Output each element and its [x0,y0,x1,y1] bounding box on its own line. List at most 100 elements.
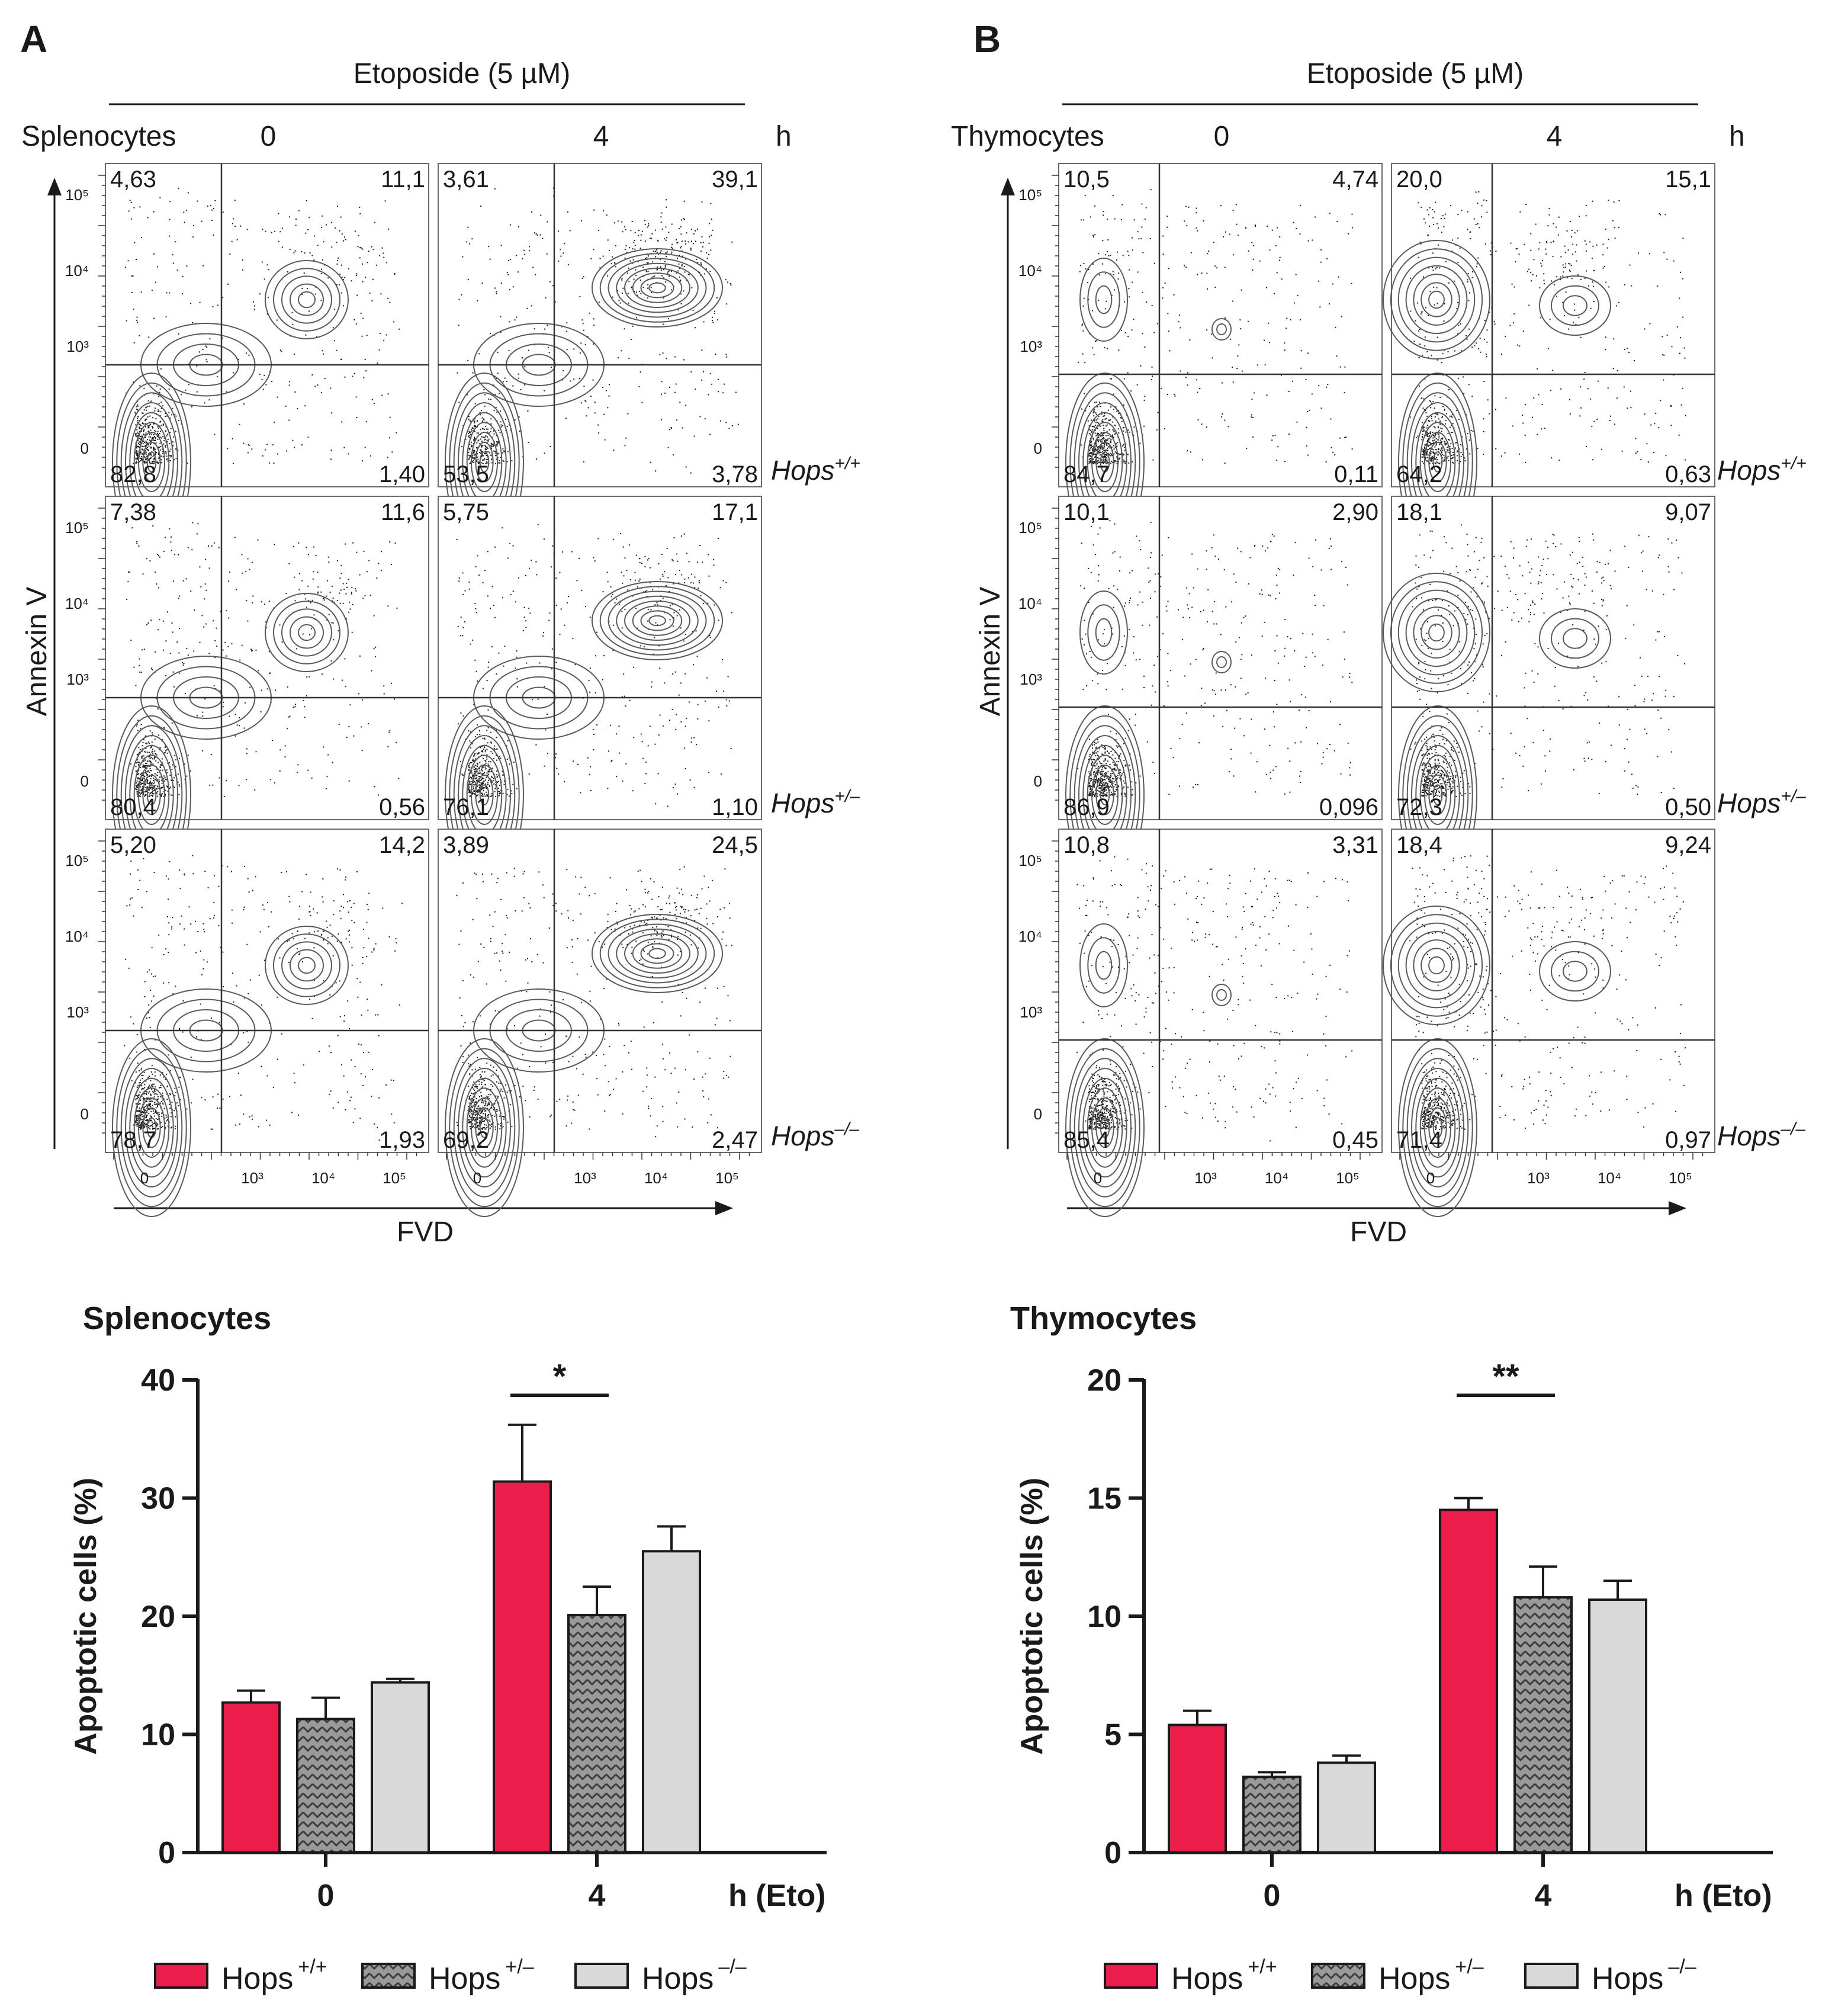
bar [1168,1723,1227,1854]
quadrant-ur: 15,1 [1665,166,1711,192]
quadrant-lr: 0,50 [1665,794,1711,820]
contour-dead [616,928,699,979]
plot-frame [1391,496,1715,820]
bar [1242,1776,1301,1854]
contour-dead [608,258,707,318]
contour-live [462,1077,507,1178]
contour-live [133,1087,170,1168]
contour-apoptotic [1397,256,1476,343]
contour-dead [265,260,349,339]
y-tick-label: 10⁴ [65,927,89,945]
contour-dead [640,277,674,298]
x-tick-label: 0 [473,1169,481,1187]
plot-frame [438,496,762,820]
contour-apoptotic [1087,604,1120,661]
plot-frame [438,829,762,1153]
y-tick-label: 10⁴ [1018,262,1042,280]
quadrant-ur: 9,24 [1665,832,1711,858]
contour-dead [1539,275,1611,336]
plot-frame [105,829,429,1153]
y-tick-label: 0 [81,1105,89,1123]
panel-letter: B [973,18,1001,60]
y-tick-label: 0 [158,1836,175,1870]
contour-apoptotic [1383,906,1490,1025]
y-tick-label: 20 [141,1600,175,1634]
genotype-sup: +/+ [1781,454,1806,473]
y-tick-label: 10⁵ [1018,852,1042,869]
quadrant-ul: 3,89 [443,832,489,858]
legend-label: Hops +/– [1378,1956,1484,1996]
contour-apoptotic [1413,939,1460,991]
contour-live [1100,784,1110,805]
quadrant-lr: 1,40 [379,461,425,487]
contour-live [466,1087,503,1168]
x-tick-label: 0 [317,1879,335,1913]
quadrant-lr: 0,11 [1334,461,1378,487]
plot-frame [105,496,429,820]
y-tick-label: 10⁴ [65,595,89,612]
quadrant-lr: 1,10 [712,794,758,820]
contour-dead [1551,285,1599,326]
contour-live [1091,432,1119,492]
contour-apoptotic [1405,598,1468,667]
bar [1317,1761,1376,1854]
contour-apoptotic [1079,258,1128,342]
y-tick-label: 0 [1034,772,1042,790]
contour-apoptotic [1428,290,1445,309]
quadrant-ur: 17,1 [712,499,758,525]
genotype-name: Hops [771,1121,834,1151]
bar [1513,1596,1573,1854]
quadrant-ul: 7,38 [110,499,156,525]
quadrant-ul: 3,61 [443,166,489,192]
contour-dead [290,949,324,982]
contour-live [1432,1117,1443,1138]
contour-live [1074,1058,1136,1198]
contour-live [1095,441,1114,483]
legend-swatch [1104,1963,1158,1989]
bar-chart-thymocytes: Thymocytes 0 5 10 15 20 Apoptotic cells (%) 0 4 h… [1010,1301,1773,1996]
quadrant-ll: 76,1 [443,794,489,820]
quadrant-lr: 0,63 [1665,461,1711,487]
contour-live [138,765,165,825]
quadrant-lr: 0,096 [1319,794,1378,820]
legend-swatch [1311,1963,1365,1989]
x-tick-label: 4 [1535,1879,1552,1913]
significance-label: * [553,1357,567,1396]
flow-plot: 18,1 9,07 72,3 0,50 [1383,496,1715,884]
contour-dead [592,581,723,660]
quadrant-ll: 82,8 [110,461,156,487]
contour-live [1428,1107,1447,1148]
contour-apoptotic [1421,948,1452,983]
y-tick-label: 10⁵ [1018,186,1042,204]
flow-plot: 10,1 2,90 86,9 0,096 10⁵ 10⁴ 10³ 0 [1018,496,1383,884]
contour-live [1082,1077,1127,1178]
flow-panel-a: A Etoposide (5 µM) Splenocytes 0 4 h Annexin V… [20,18,860,1248]
event-dots [456,524,732,807]
quadrant-ur: 11,1 [381,166,425,192]
contour-apoptotic [1390,248,1483,351]
flow-plot: 10,8 3,31 85,4 0,45 10⁵ 10⁴ 10³ 0 0 10³ 10⁴ 10⁵ [1018,829,1383,1217]
y-tick-label: 10 [1087,1600,1121,1634]
contour-live [1402,1048,1473,1208]
y-tick-label: 10³ [1020,1003,1042,1021]
plot-frame [1391,829,1715,1153]
y-axis-title: Apoptotic cells (%) [69,1478,103,1755]
y-tick-label: 30 [141,1482,175,1516]
contour-live [129,1077,174,1178]
x-axis-arrowhead [715,1201,733,1215]
contour-live [1428,441,1447,483]
legend-label: Hops –/– [642,1956,747,1996]
contour-dead [632,605,683,636]
genotype-name: Hops [771,455,834,486]
contour-dead [1551,951,1599,992]
y-axis-arrowhead [47,178,62,195]
contour-live [479,1117,490,1138]
flow-plot: 10,5 4,74 84,7 0,11 10⁵ 10⁴ 10³ 0 [1018,163,1383,551]
quadrant-ul: 10,8 [1063,832,1110,858]
quadrant-lr: 1,93 [379,1127,425,1153]
legend-name: Hops [221,1962,293,1996]
contour-live [112,1038,191,1217]
x-tick-label: 0 [1426,1169,1435,1187]
